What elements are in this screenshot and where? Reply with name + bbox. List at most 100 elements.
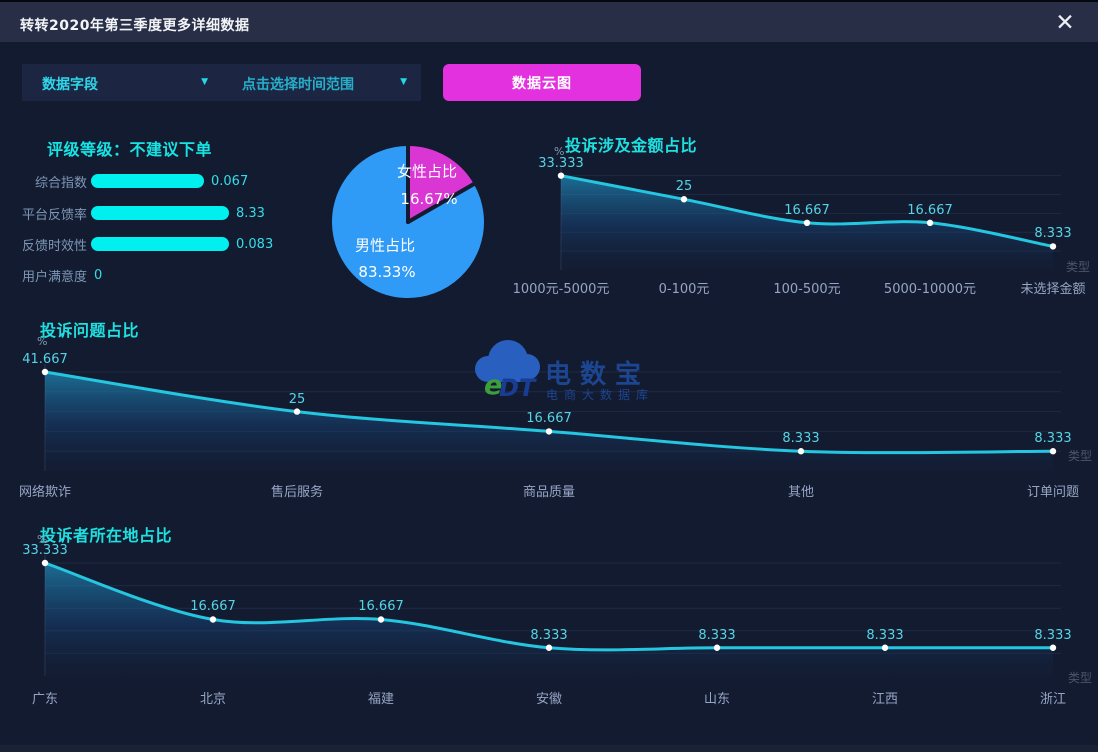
area-fill: [45, 563, 1053, 676]
metric-label: 反馈时效性: [22, 238, 88, 254]
data-point[interactable]: [803, 219, 811, 227]
data-field-dropdown[interactable]: 数据字段 ▼: [22, 64, 222, 101]
category-label: 100-500元: [773, 282, 841, 297]
time-range-dropdown[interactable]: 点击选择时间范围 ▼: [222, 64, 421, 101]
data-point[interactable]: [293, 408, 301, 415]
data-point[interactable]: [797, 448, 805, 455]
metric-label: 用户满意度: [22, 269, 88, 285]
metric-bar: [91, 174, 204, 188]
data-point[interactable]: [545, 644, 553, 651]
rating-level-title: 评级等级：不建议下单: [47, 140, 213, 159]
metric-value: 0.083: [236, 236, 274, 252]
title-bar: 转转2020年第三季度更多详细数据 ✕: [0, 0, 1098, 42]
value-label: 16.667: [526, 411, 572, 427]
category-label: 北京: [199, 692, 226, 707]
data-point[interactable]: [1049, 644, 1057, 651]
value-label: 8.333: [530, 627, 568, 643]
category-label: 订单问题: [1026, 485, 1079, 500]
x-axis-name: 类型: [1068, 449, 1093, 463]
data-point[interactable]: [713, 644, 721, 651]
bottom-edge: [0, 745, 1098, 752]
pie-value-male: 83.33%: [358, 263, 416, 281]
data-point[interactable]: [557, 172, 565, 179]
issue-line-chart[interactable]: 投诉问题占比 % 类型 41.667 网络欺诈 25 售后服务 16.667 商品质量 8.…: [0, 315, 1098, 505]
data-point[interactable]: [41, 368, 49, 376]
value-label: 16.667: [784, 202, 830, 218]
value-label: 8.333: [1034, 627, 1072, 643]
data-point[interactable]: [680, 196, 688, 203]
data-point[interactable]: [881, 644, 889, 651]
y-axis-unit: %: [37, 335, 48, 348]
metric-bar: [91, 237, 229, 251]
area-fill: [45, 371, 1053, 471]
logo-letter-e: e: [484, 370, 502, 401]
amount-line-canvas[interactable]: [528, 130, 1098, 305]
value-label: 16.667: [190, 599, 236, 615]
value-label: 33.333: [538, 155, 584, 171]
region-line-canvas[interactable]: [0, 520, 1098, 715]
value-label: 25: [675, 179, 693, 195]
metric-bar: [91, 206, 229, 220]
value-label: 33.333: [22, 543, 68, 558]
metric-row: 反馈时效性 0.083: [22, 236, 312, 254]
filter-bar: 数据字段 ▼ 点击选择时间范围 ▼: [22, 64, 421, 101]
category-label: 江西: [871, 692, 898, 707]
value-label: 16.667: [907, 202, 953, 218]
y-axis-unit: %: [554, 145, 565, 158]
data-point[interactable]: [1049, 448, 1057, 455]
category-label: 0-100元: [658, 282, 710, 297]
value-label: 8.333: [1034, 226, 1072, 242]
category-label: 其他: [787, 485, 814, 500]
y-axis-unit: %: [37, 533, 48, 546]
data-point[interactable]: [545, 428, 553, 435]
x-axis-name: 类型: [1068, 671, 1093, 685]
chart-title: 投诉者所在地占比: [40, 526, 173, 545]
category-label: 福建: [367, 692, 394, 707]
value-label: 8.333: [866, 627, 904, 643]
category-label: 售后服务: [270, 485, 323, 500]
gender-pie-chart[interactable]: [320, 134, 500, 314]
pie-label-male: 男性占比: [354, 236, 416, 255]
value-label: 25: [288, 391, 306, 407]
category-label: 安徽: [535, 692, 562, 707]
data-cloud-button[interactable]: 数据云图: [443, 64, 641, 101]
value-label: 8.333: [782, 431, 820, 447]
category-label: 商品质量: [522, 485, 575, 500]
metric-value: 8.33: [236, 205, 265, 221]
metric-value: 0.067: [211, 173, 249, 189]
metric-row: 用户满意度 0: [22, 267, 312, 285]
logo-letters-dt: DT: [499, 374, 537, 402]
amount-line-chart[interactable]: 投诉涉及金额占比 % 类型 33.333 1000元-5000元 25 0-100元 1…: [513, 130, 1098, 305]
data-point[interactable]: [926, 219, 934, 227]
watermark-name: 电数宝: [545, 360, 651, 390]
chevron-down-icon: ▼: [400, 77, 407, 87]
cloud-logo-icon: e DT: [475, 340, 540, 402]
category-label: 网络欺诈: [18, 485, 71, 500]
metric-row: 综合指数 0.067: [22, 173, 312, 191]
data-point[interactable]: [41, 559, 49, 567]
x-axis-name: 类型: [1066, 260, 1091, 274]
category-label: 山东: [703, 692, 730, 707]
data-point[interactable]: [209, 616, 217, 623]
issue-line-canvas[interactable]: [0, 315, 1098, 505]
metric-label: 综合指数: [34, 175, 87, 191]
time-range-dropdown-label: 点击选择时间范围: [242, 77, 354, 93]
value-label: 8.333: [1034, 431, 1072, 447]
pie-slice-female[interactable]: [406, 142, 478, 224]
data-point[interactable]: [1049, 243, 1057, 250]
data-field-dropdown-label: 数据字段: [42, 77, 98, 93]
metric-value: 0: [94, 267, 103, 283]
category-label: 浙江: [1039, 692, 1066, 707]
close-icon[interactable]: ✕: [1055, 10, 1075, 36]
value-label: 16.667: [358, 599, 404, 615]
value-label: 41.667: [22, 351, 68, 367]
category-label: 未选择金额: [1020, 282, 1086, 297]
edt-watermark: e DT 电数宝 电商大数据库: [468, 334, 698, 404]
chevron-down-icon: ▼: [201, 77, 208, 87]
region-line-chart[interactable]: 投诉者所在地占比 % 类型 33.333 广东 16.667 北京 16.667 福建 8.…: [0, 520, 1098, 715]
data-point[interactable]: [377, 616, 385, 623]
chart-title: 投诉涉及金额占比: [565, 136, 698, 155]
category-label: 广东: [31, 692, 58, 707]
pie-value-female: 16.67%: [400, 190, 458, 208]
